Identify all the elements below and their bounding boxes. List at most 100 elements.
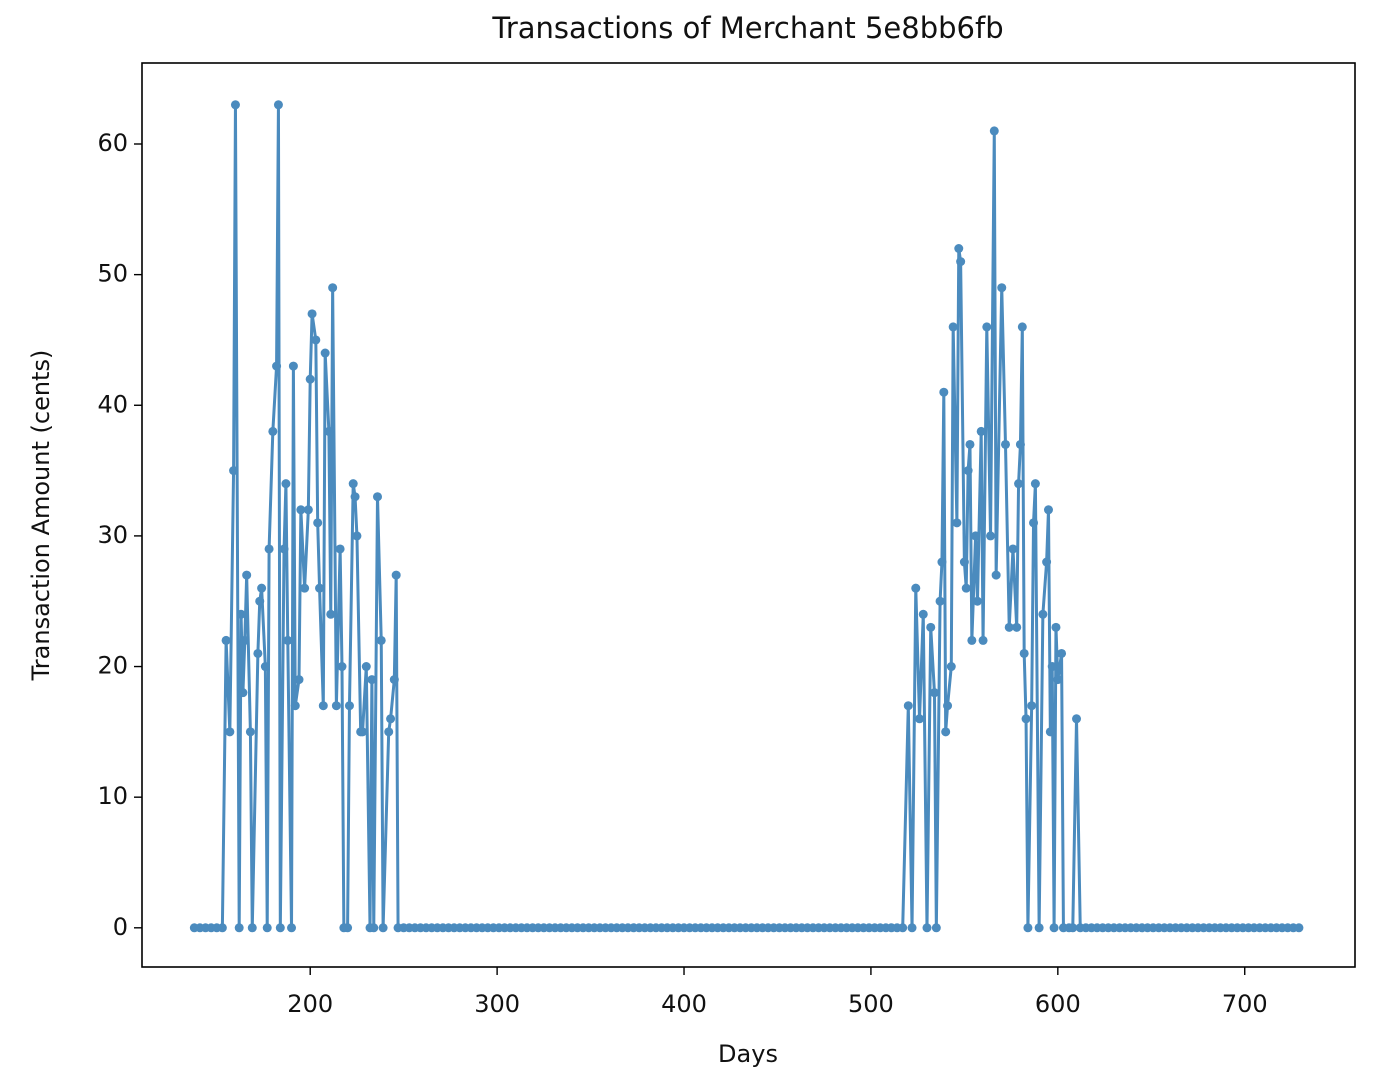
x-tick-label: 600 [1035, 990, 1081, 1018]
data-point [1008, 544, 1018, 554]
y-tick-label: 40 [97, 390, 128, 418]
data-point [376, 635, 386, 645]
data-point [1038, 609, 1048, 619]
data-point [272, 361, 282, 371]
data-point [257, 583, 267, 593]
data-point [948, 322, 958, 332]
data-point [311, 335, 321, 345]
data-point [242, 570, 252, 580]
data-point [361, 662, 371, 672]
plot-frame [141, 62, 1356, 968]
data-point [348, 479, 358, 489]
data-point [941, 727, 951, 737]
data-point [221, 635, 231, 645]
data-point [294, 675, 304, 685]
data-point [929, 688, 939, 698]
data-point [1017, 322, 1027, 332]
data-point [922, 923, 932, 933]
data-point [313, 518, 323, 528]
data-point [971, 531, 981, 541]
data-point [320, 348, 330, 358]
data-point [1051, 622, 1061, 632]
data-point [262, 923, 272, 933]
data-point [915, 714, 925, 724]
data-point [1023, 923, 1033, 933]
data-point [372, 492, 382, 502]
x-tick-label: 500 [848, 990, 894, 1018]
data-point [386, 714, 396, 724]
data-point [369, 923, 379, 933]
data-point [918, 609, 928, 619]
data-point [1042, 557, 1052, 567]
data-point [937, 557, 947, 567]
data-point [238, 688, 248, 698]
data-point [986, 531, 996, 541]
data-point [903, 701, 913, 711]
data-point [1021, 714, 1031, 724]
x-tick-label: 400 [661, 990, 707, 1018]
data-point [1053, 675, 1063, 685]
data-point [1000, 439, 1010, 449]
data-point [907, 923, 917, 933]
data-point [959, 557, 969, 567]
data-point [331, 701, 341, 711]
data-point [1045, 727, 1055, 737]
data-line [194, 103, 1299, 930]
data-point [307, 309, 317, 319]
y-tick-label: 0 [113, 913, 128, 941]
data-point [343, 923, 353, 933]
data-point [961, 583, 971, 593]
data-point [1015, 439, 1025, 449]
data-point [978, 635, 988, 645]
data-point [240, 635, 250, 645]
data-point [898, 923, 908, 933]
data-point [217, 923, 227, 933]
data-point [281, 479, 291, 489]
data-point [324, 426, 334, 436]
data-point [1019, 648, 1029, 658]
data-point [997, 283, 1007, 293]
data-point [1072, 714, 1082, 724]
data-point [273, 100, 283, 110]
data-point [290, 701, 300, 711]
data-point [952, 518, 962, 528]
data-point [935, 596, 945, 606]
data-point [1034, 923, 1044, 933]
x-tick-label: 300 [474, 990, 520, 1018]
data-point [384, 727, 394, 737]
data-point [1068, 923, 1078, 933]
data-point [389, 675, 399, 685]
data-point [352, 531, 362, 541]
chart-title: Transactions of Merchant 5e8bb6fb [491, 11, 1003, 45]
data-point [1012, 622, 1022, 632]
data-point [1004, 622, 1014, 632]
data-point [1049, 923, 1059, 933]
y-tick-label: 30 [97, 521, 128, 549]
data-point [1027, 701, 1037, 711]
data-point [991, 570, 1001, 580]
y-tick-label: 20 [97, 652, 128, 680]
y-tick-label: 50 [97, 260, 128, 288]
data-point [1030, 479, 1040, 489]
data-point [344, 701, 354, 711]
data-point [253, 648, 263, 658]
data-point [264, 544, 274, 554]
data-point [358, 727, 368, 737]
data-point [965, 439, 975, 449]
data-point [1043, 505, 1053, 515]
data-point [1047, 662, 1057, 672]
data-point [229, 466, 239, 476]
data-point [989, 126, 999, 136]
data-point [326, 609, 336, 619]
data-point [279, 544, 289, 554]
data-point [225, 727, 235, 737]
y-axis-label: Transaction Amount (cents) [27, 350, 55, 682]
data-point [350, 492, 360, 502]
data-point [963, 466, 973, 476]
data-point [1029, 518, 1039, 528]
data-point [954, 244, 964, 254]
x-tick-label: 700 [1222, 990, 1268, 1018]
data-point [245, 727, 255, 737]
data-point [926, 622, 936, 632]
